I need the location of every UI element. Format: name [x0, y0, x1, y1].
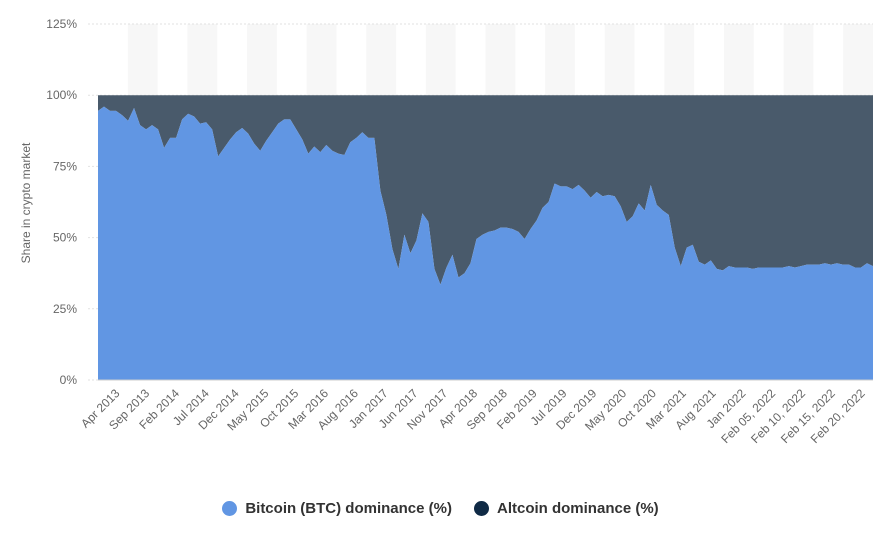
legend-label-bitcoin: Bitcoin (BTC) dominance (%): [245, 500, 452, 517]
y-tick-label: 100%: [46, 88, 77, 102]
y-tick-label: 75%: [53, 159, 77, 173]
legend-marker-bitcoin: [222, 501, 238, 516]
legend-marker-altcoin: [473, 501, 489, 516]
bitcoin-area: [98, 106, 873, 380]
legend: Bitcoin (BTC) dominance (%) Altcoin domi…: [0, 500, 881, 517]
legend-item-altcoin[interactable]: Altcoin dominance (%): [473, 500, 659, 517]
y-tick-label: 0%: [60, 373, 78, 387]
legend-item-bitcoin[interactable]: Bitcoin (BTC) dominance (%): [222, 500, 452, 517]
y-tick-label: 50%: [53, 231, 77, 245]
y-tick-label: 125%: [46, 17, 77, 31]
y-axis-label: Share in crypto market: [19, 142, 33, 263]
legend-label-altcoin: Altcoin dominance (%): [496, 500, 659, 517]
y-tick-label: 25%: [53, 302, 77, 316]
altcoin-area: [98, 95, 873, 285]
